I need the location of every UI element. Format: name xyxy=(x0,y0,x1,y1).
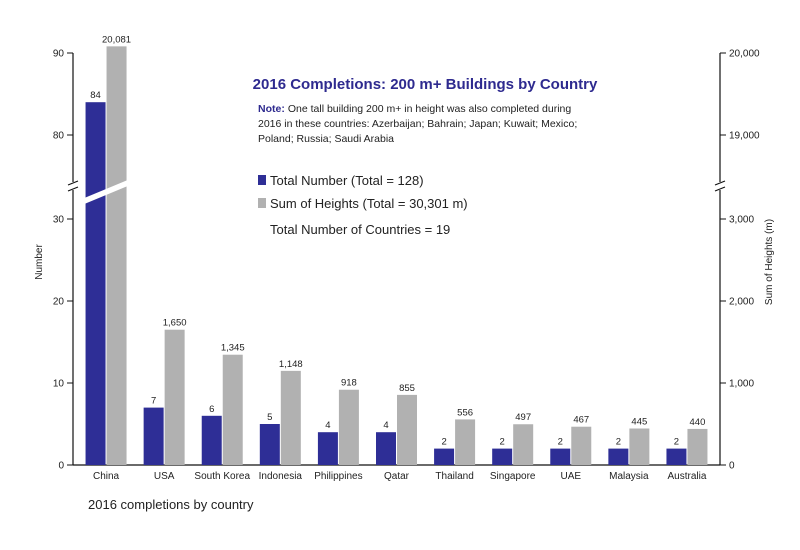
right-axis-break-gap xyxy=(713,182,727,190)
y-left-tick-label: 80 xyxy=(53,131,65,142)
axis-break-mark xyxy=(714,180,726,186)
bar-height xyxy=(280,370,301,465)
data-label-number: 2 xyxy=(558,437,563,448)
category-label: Qatar xyxy=(384,471,410,482)
bar-number xyxy=(201,415,222,465)
bar-number xyxy=(608,448,629,465)
legend-swatch-number xyxy=(258,175,266,185)
bar-number xyxy=(317,432,338,465)
y-right-tick-label: 2,000 xyxy=(729,297,754,308)
category-label: UAE xyxy=(560,471,581,482)
category-label: Singapore xyxy=(490,471,536,482)
axis-breaks xyxy=(66,178,727,206)
y-left-tick-label: 10 xyxy=(53,379,65,390)
y-right-tick-label: 1,000 xyxy=(729,379,754,390)
y-left-tick-label: 0 xyxy=(58,461,64,472)
category-label: Malaysia xyxy=(609,471,649,482)
bar-number xyxy=(550,448,571,465)
data-label-height: 440 xyxy=(690,417,706,428)
bar-height xyxy=(397,394,417,465)
axis-break-mark xyxy=(714,186,726,192)
y-right-tick-label: 19,000 xyxy=(729,131,760,142)
bar-number xyxy=(376,432,396,465)
category-label: South Korea xyxy=(194,471,250,482)
bar-height xyxy=(629,428,650,465)
data-label-height: 467 xyxy=(573,415,589,426)
data-label-height: 1,345 xyxy=(221,343,245,354)
data-label-number: 84 xyxy=(90,90,101,101)
category-label: China xyxy=(93,471,120,482)
category-label: Australia xyxy=(668,471,707,482)
data-label-height: 918 xyxy=(341,378,357,389)
bar-break-gap xyxy=(79,178,133,206)
legend-label-heights: Sum of Heights (Total = 30,301 m) xyxy=(270,196,468,211)
bar-height xyxy=(164,329,185,465)
data-label-number: 2 xyxy=(441,437,446,448)
category-label: Thailand xyxy=(435,471,473,482)
bar-number xyxy=(492,448,513,465)
data-label-number: 2 xyxy=(674,437,679,448)
category-label: Indonesia xyxy=(259,471,303,482)
data-label-height: 497 xyxy=(515,412,531,423)
data-label-height: 855 xyxy=(399,383,415,394)
y-left-tick-label: 90 xyxy=(53,49,65,60)
data-label-height: 1,650 xyxy=(163,318,187,329)
bar-height xyxy=(222,354,243,465)
bar-height xyxy=(687,428,708,465)
bar-height xyxy=(338,389,359,465)
y-right-tick-label: 0 xyxy=(729,461,735,472)
bar-number xyxy=(85,102,106,465)
data-label-number: 4 xyxy=(383,420,388,431)
bar-number xyxy=(259,424,280,465)
data-label-number: 7 xyxy=(151,396,156,407)
axis-break-mark xyxy=(67,186,79,192)
y-axis-right-title: Sum of Heights (m) xyxy=(764,219,775,305)
data-label-number: 2 xyxy=(500,437,505,448)
bar-height xyxy=(106,46,127,465)
category-label: Philippines xyxy=(314,471,362,482)
left-axis-break-gap xyxy=(66,182,80,190)
note-line: Poland; Russia; Saudi Arabia xyxy=(258,133,394,145)
data-label-number: 2 xyxy=(616,437,621,448)
data-label-height: 1,148 xyxy=(279,359,303,370)
y-left-tick-label: 20 xyxy=(53,297,65,308)
legend-countries-total: Total Number of Countries = 19 xyxy=(270,222,450,237)
data-label-height: 20,081 xyxy=(102,34,131,45)
bar-height xyxy=(571,426,592,465)
data-label-number: 6 xyxy=(209,404,214,415)
data-label-height: 556 xyxy=(457,407,473,418)
legend-swatch-heights xyxy=(258,198,266,208)
bar-number xyxy=(666,448,687,465)
data-label-height: 445 xyxy=(631,417,647,428)
bar-height xyxy=(455,419,476,465)
legend-label-number: Total Number (Total = 128) xyxy=(270,173,424,188)
data-label-number: 5 xyxy=(267,412,272,423)
bar-number xyxy=(143,407,164,465)
bar-number xyxy=(434,448,455,465)
y-right-tick-label: 20,000 xyxy=(729,49,760,60)
note-line: Note: One tall building 200 m+ in height … xyxy=(258,103,571,115)
chart-title: 2016 Completions: 200 m+ Buildings by Co… xyxy=(253,76,598,93)
note-text: One tall building 200 m+ in height was a… xyxy=(288,103,572,115)
labels: 84 20,081 China 7 1,650 USA 6 1,345 South Korea 5… xyxy=(90,34,707,482)
data-label-number: 4 xyxy=(325,420,330,431)
note-label: Note: xyxy=(258,103,285,115)
axis-break-mark xyxy=(67,180,79,186)
note-line: 2016 in these countries: Azerbaijan; Bah… xyxy=(258,118,577,130)
y-right-tick-label: 3,000 xyxy=(729,215,754,226)
y-axis-left-title: Number xyxy=(34,244,45,280)
x-axis-caption: 2016 completions by country xyxy=(88,497,254,512)
bar-height xyxy=(513,424,534,465)
category-label: USA xyxy=(154,471,175,482)
y-left-tick-label: 30 xyxy=(53,215,65,226)
bars xyxy=(85,46,708,465)
